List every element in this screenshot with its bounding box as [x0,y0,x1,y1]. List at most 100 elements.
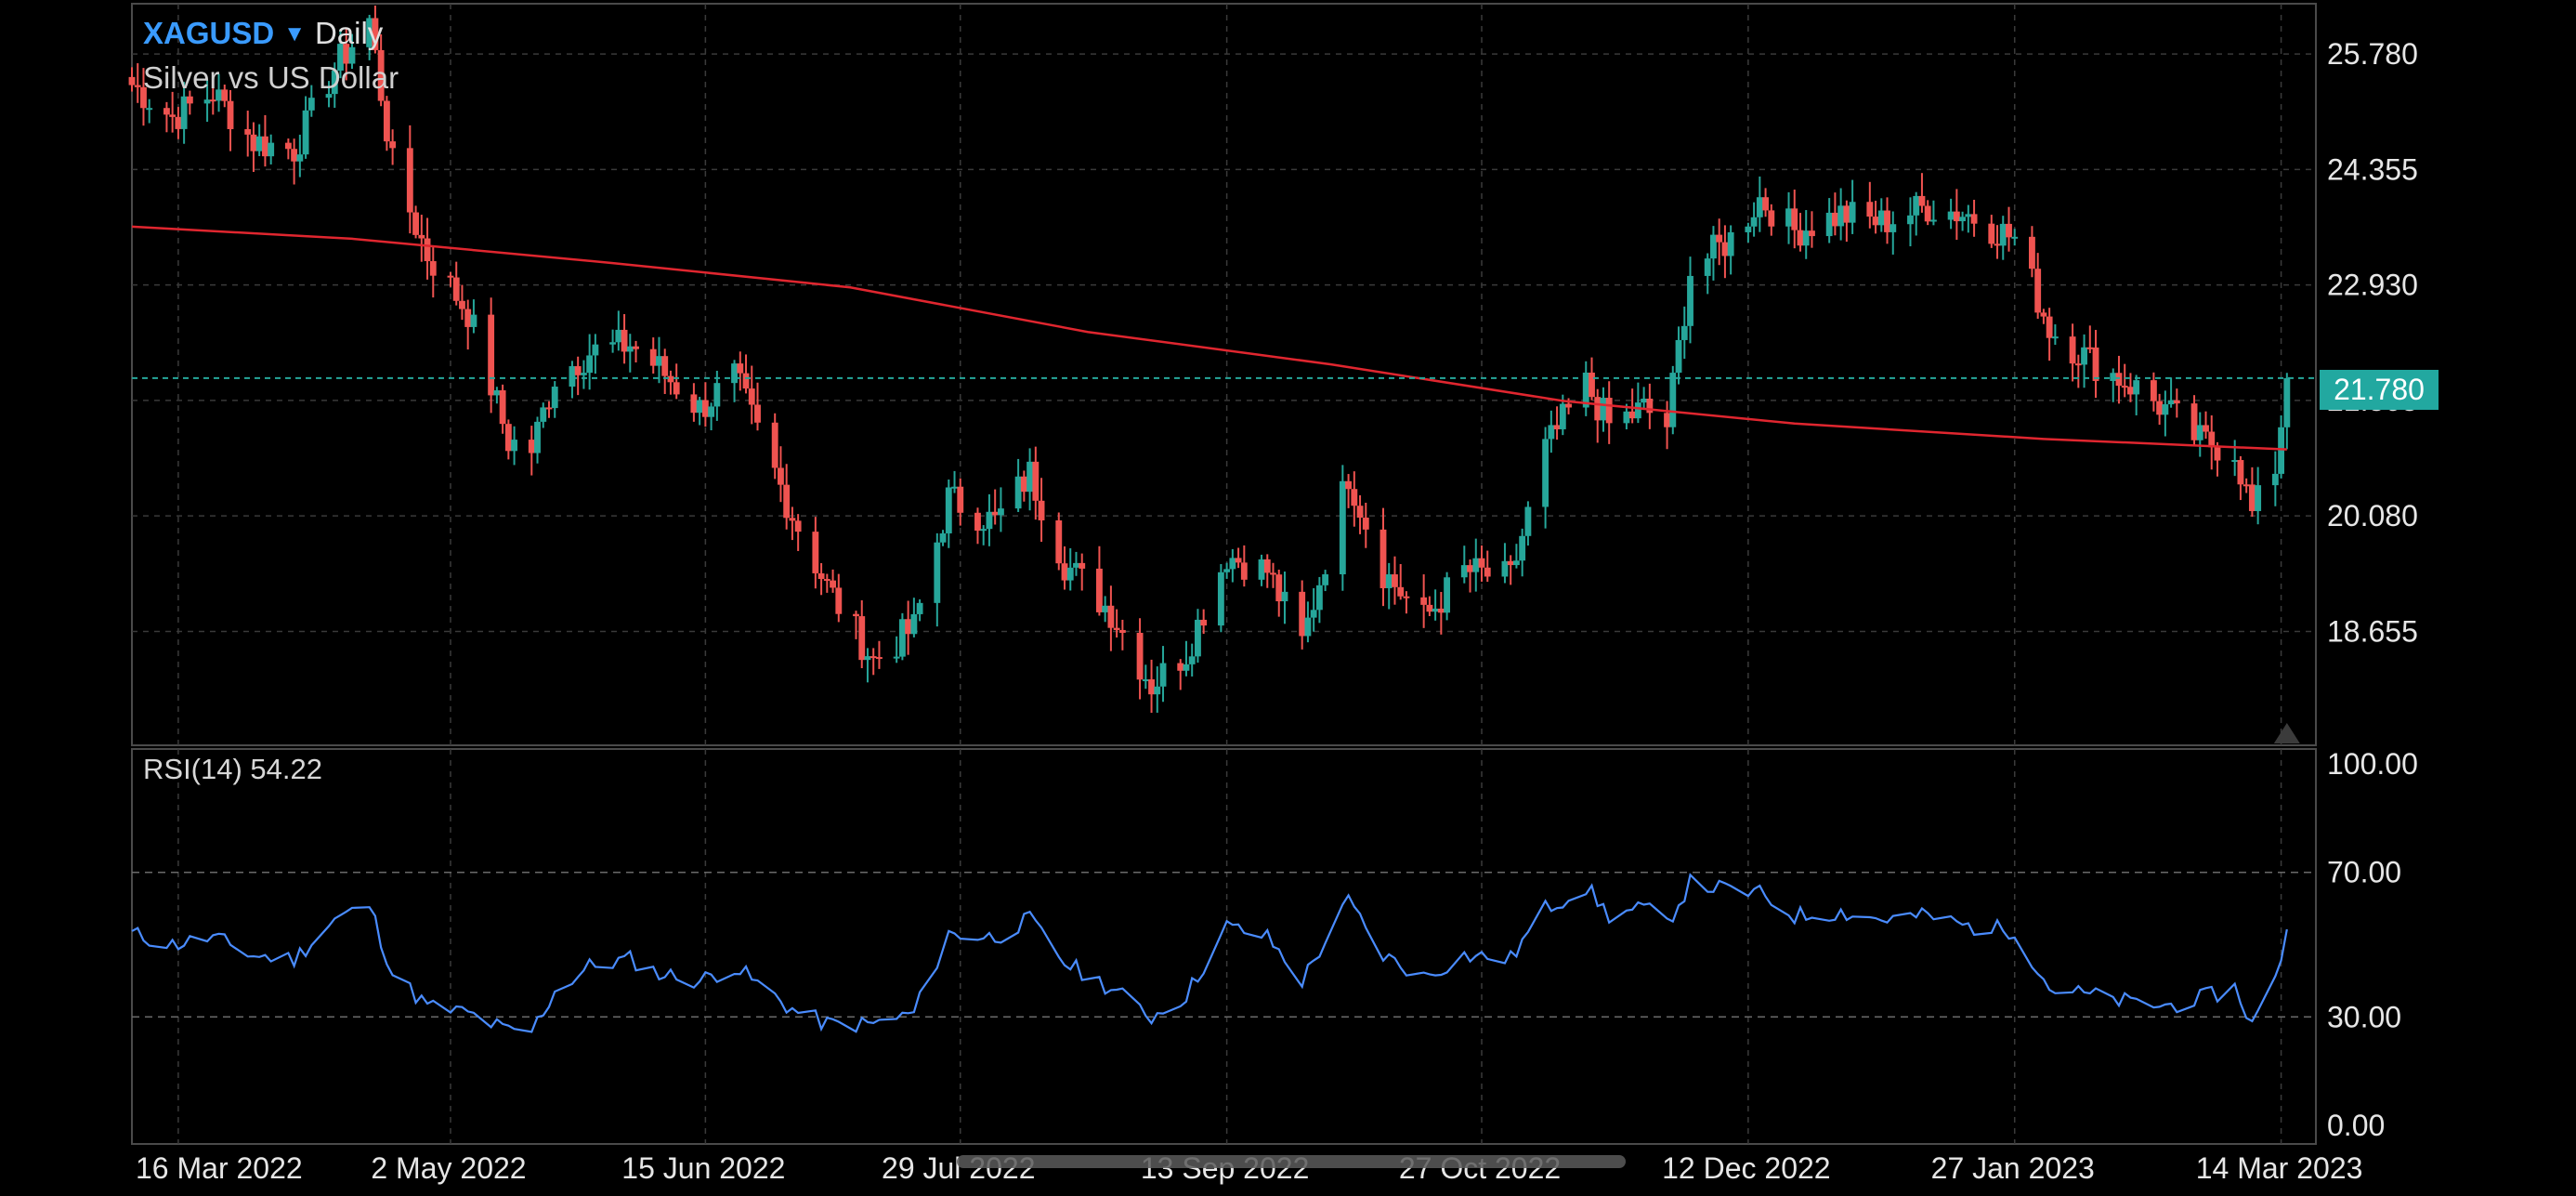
candle-body [1351,489,1358,506]
candle-body [2127,387,2134,395]
candle-body [1235,558,1242,563]
candle-body [1055,519,1063,564]
candle-body [429,261,437,276]
candle-body [1727,231,1734,256]
event-marker-icon [2273,723,2300,743]
candle-body [1988,223,1995,244]
candle-body [1107,605,1115,628]
candle-body [905,619,912,635]
candle-body [615,329,622,343]
candle-body [916,602,923,614]
candle-body [296,154,304,162]
candle-body [1710,234,1717,259]
candle-body [1032,461,1040,501]
candle-body [980,529,987,532]
candle-body [128,76,136,85]
candle-body [1380,529,1387,588]
candle-body [812,532,819,573]
candle-body [2196,425,2203,440]
candle-body [406,148,413,213]
candle-body [1965,214,1972,217]
candle-body [771,422,778,468]
candle-body [244,128,252,135]
x-tick-label: 2 May 2022 [371,1151,526,1185]
candle-body [991,511,999,516]
candle-body [203,99,211,104]
candle-body [1872,217,1879,226]
price-panel-frame [131,3,2317,746]
candle-body [667,375,674,383]
candle-body [748,388,755,405]
candle-body [2248,484,2256,511]
y-tick-label: 20.080 [2327,499,2418,532]
candle-body [1263,559,1271,573]
candle-body [1831,212,1838,227]
timeframe-label[interactable]: Daily [314,16,384,50]
candle-body [592,344,599,356]
rsi-y-tick-label: 30.00 [2327,1000,2401,1033]
candle-body [1745,226,1752,232]
candle-body [2156,401,2164,415]
candle-body [1229,558,1236,570]
candle-body [656,356,662,366]
candle-body [1947,211,1955,220]
candle-body [783,484,791,519]
candle-body [1102,605,1109,612]
candle-body [302,110,309,155]
triangle-down-icon[interactable]: ▼ [283,21,306,46]
candle-body [2231,460,2239,463]
candle-body [1994,243,2001,246]
candle-body [574,366,582,375]
candle-body [2121,386,2128,388]
candle-body [2237,460,2244,485]
candle-body [580,373,587,375]
candle-body [569,366,576,388]
candle-body [2203,425,2209,432]
candle-body [1403,596,1410,598]
candle-body [864,656,871,661]
candle-body [823,579,830,582]
candle-body [1843,205,1850,223]
rsi-y-tick-label: 70.00 [2327,856,2401,889]
candle-body [1634,402,1641,419]
candle-body [870,656,877,659]
candle-body [1437,608,1445,613]
candle-body [2051,336,2059,339]
candle-body [1559,403,1566,429]
candle-body [447,275,454,278]
horizontal-scrollbar[interactable] [957,1155,1626,1168]
candle-body [626,346,634,352]
candle-body [2011,236,2019,239]
candle-body [742,373,750,389]
candle-body [1837,205,1845,227]
symbol-name[interactable]: XAGUSD [143,16,275,50]
candle-body [957,486,964,513]
candle-body [325,94,333,99]
candle-body [1628,411,1636,419]
candle-body [545,407,553,410]
candle-body [250,134,257,151]
candle-body [284,142,292,150]
candle-body [934,542,941,603]
candle-body [1970,214,1978,224]
candle-body [1299,591,1306,637]
candle-body [1507,560,1514,566]
candle-body [1356,506,1364,519]
candle-body [986,511,993,530]
candle-body [1884,210,1890,232]
candle-body [1785,208,1792,227]
candle-body [1392,574,1398,587]
symbol-description: Silver vs US Dollar [143,60,399,95]
candle-body [835,587,843,614]
candle-body [690,394,698,414]
candle-body [216,89,222,101]
candle-body [1809,230,1815,237]
candle-body [1240,562,1248,580]
candle-body [713,383,721,407]
candle-body [372,18,379,50]
x-tick-label: 16 Mar 2022 [136,1151,303,1185]
candle-body [209,99,216,102]
candle-body [1825,212,1833,237]
